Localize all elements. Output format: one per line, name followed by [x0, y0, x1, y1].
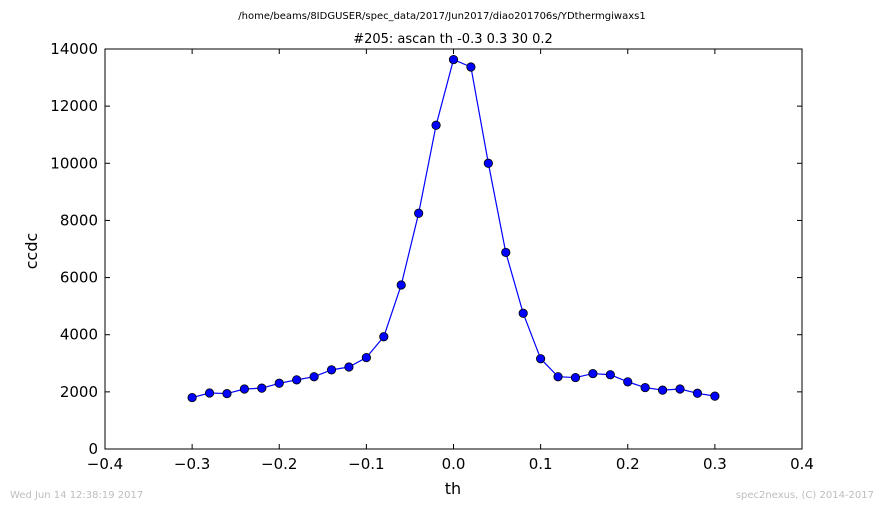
x-axis-label: th: [445, 479, 461, 498]
x-tick-label: 0.0: [442, 455, 466, 473]
data-point: [605, 370, 615, 380]
y-tick-label: 2000: [60, 383, 98, 401]
y-axis-label: ccdc: [22, 233, 41, 270]
y-tick-label: 8000: [60, 211, 98, 229]
y-tick-label: 12000: [50, 97, 98, 115]
data-point: [344, 362, 354, 372]
data-point: [640, 382, 650, 393]
data-point: [379, 332, 389, 342]
x-tick-label: −0.2: [261, 455, 297, 473]
data-point: [588, 368, 598, 379]
data-point: [309, 372, 319, 382]
data-point: [326, 365, 337, 375]
data-point: [518, 308, 528, 318]
x-tick-label: 0.1: [529, 455, 553, 473]
footer-credit: spec2nexus, (C) 2014-2017: [736, 490, 874, 501]
data-point: [570, 372, 581, 383]
data-point: [501, 247, 511, 258]
data-point: [466, 62, 476, 72]
y-tick-label: 6000: [60, 269, 98, 287]
file-path-suptitle: /home/beams/8IDGUSER/spec_data/2017/Jun2…: [238, 11, 645, 22]
data-point: [187, 392, 197, 403]
data-point: [431, 120, 441, 130]
y-tick-label: 0: [88, 440, 98, 458]
y-tick-label: 14000: [50, 40, 98, 58]
data-point: [553, 372, 563, 382]
x-tick-label: −0.4: [87, 455, 123, 473]
data-point: [222, 388, 232, 399]
data-point: [623, 377, 633, 387]
data-point: [536, 354, 546, 364]
data-point: [710, 391, 720, 401]
data-point: [204, 388, 215, 398]
data-point: [274, 378, 284, 388]
chart-title: #205: ascan th -0.3 0.3 30 0.2: [353, 32, 553, 47]
x-tick-label: 0.4: [790, 455, 814, 473]
series-layer: [187, 54, 720, 403]
data-point: [292, 375, 302, 385]
y-tick-label: 4000: [60, 326, 98, 344]
data-point: [396, 280, 406, 290]
x-tick-label: −0.3: [174, 455, 210, 473]
x-tick-label: 0.3: [703, 455, 727, 473]
data-point: [239, 384, 249, 394]
data-point: [414, 208, 424, 218]
footer-timestamp: Wed Jun 14 12:38:19 2017: [10, 490, 143, 501]
series-line: [191, 58, 715, 399]
x-tick-label: −0.1: [348, 455, 384, 473]
data-point: [483, 158, 493, 168]
y-tick-label: 10000: [50, 154, 98, 172]
data-point: [257, 383, 267, 393]
data-point: [448, 54, 459, 65]
x-tick-label: 0.2: [616, 455, 640, 473]
data-point: [657, 385, 668, 395]
data-point: [675, 384, 685, 394]
data-point: [361, 352, 371, 363]
ticks-layer: −0.4 −0.3 −0.2 −0.1 0.0 0.1 0.2 0.3 0.4 0 2000 4000…: [50, 40, 814, 473]
data-point: [692, 388, 703, 398]
